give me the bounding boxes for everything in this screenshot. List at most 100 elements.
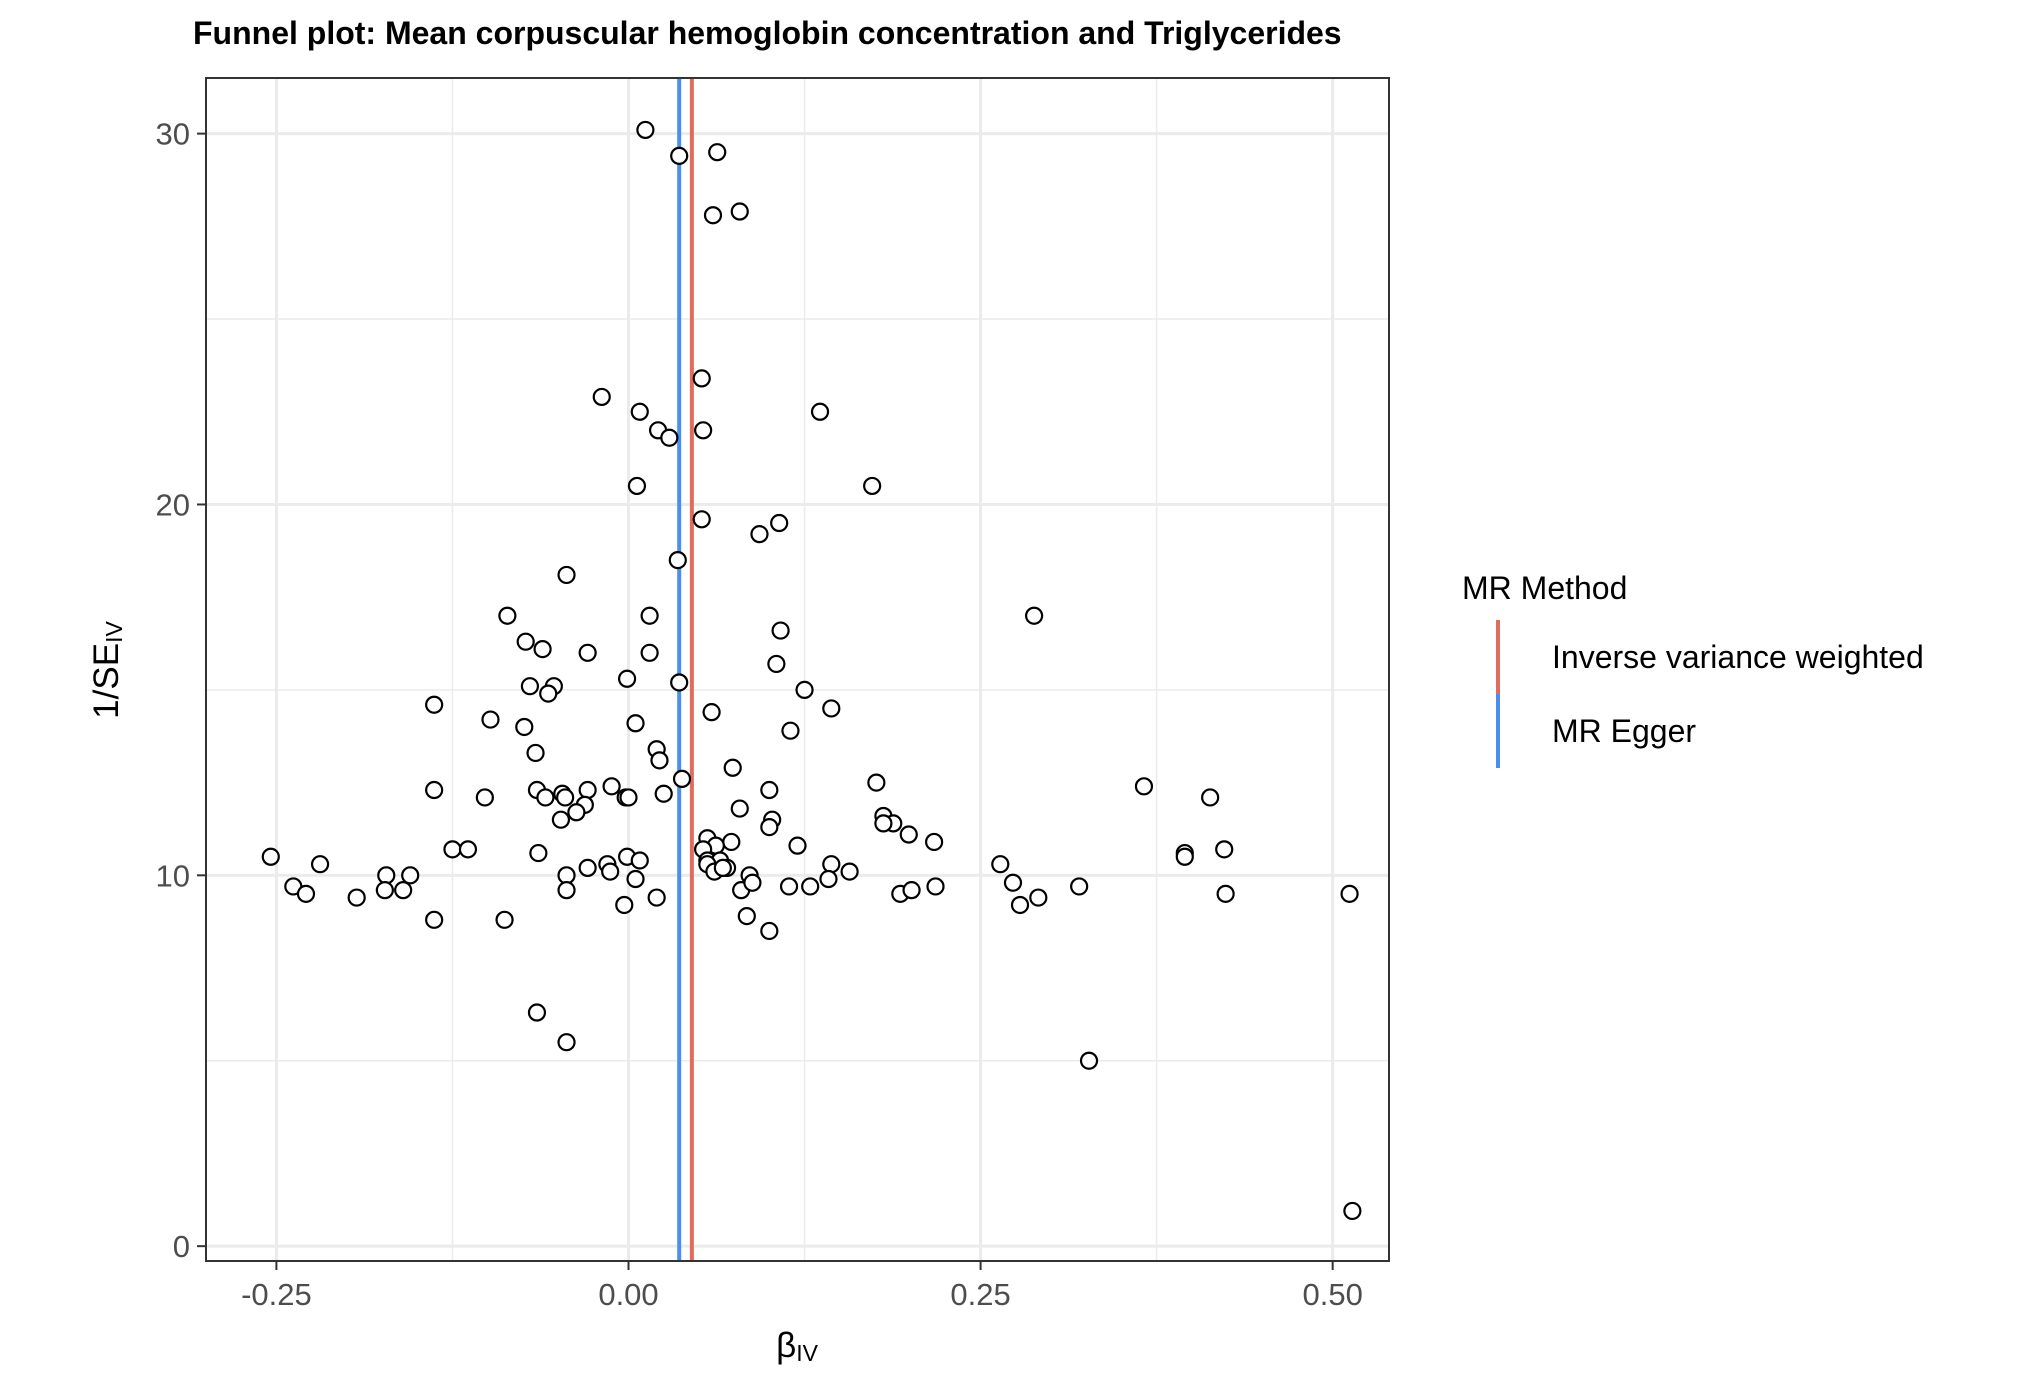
data-point — [1010, 895, 1030, 915]
data-points — [261, 120, 1362, 1221]
data-point — [627, 476, 647, 496]
legend-label-ivw: Inverse variance weighted — [1552, 639, 1924, 675]
data-point — [495, 910, 514, 929]
data-point — [795, 680, 814, 699]
data-point — [730, 202, 749, 221]
data-point — [723, 758, 742, 777]
data-point — [475, 788, 494, 807]
y-tick-label: 20 — [156, 487, 190, 522]
data-point — [660, 428, 679, 447]
data-point — [874, 814, 893, 833]
data-point — [1134, 777, 1154, 796]
data-point — [626, 869, 645, 889]
data-point — [556, 788, 575, 807]
data-point — [668, 551, 687, 570]
data-point — [557, 565, 576, 585]
data-point — [261, 847, 280, 866]
data-point — [425, 695, 444, 714]
data-point — [1003, 873, 1023, 892]
data-point — [781, 721, 800, 740]
data-point — [692, 369, 711, 388]
data-point — [760, 818, 779, 837]
data-point — [557, 866, 576, 885]
data-point — [1029, 888, 1048, 907]
data-point — [1201, 788, 1220, 807]
y-axis-label: 1/SEIV — [87, 621, 127, 719]
data-point — [1175, 847, 1194, 866]
data-point — [578, 780, 597, 800]
plot-background — [206, 78, 1389, 1261]
data-point — [672, 769, 692, 788]
data-point — [377, 866, 396, 885]
chart-title: Funnel plot: Mean corpuscular hemoglobin… — [193, 15, 1342, 51]
data-point — [602, 777, 621, 796]
data-point — [810, 402, 830, 421]
data-point — [578, 643, 597, 662]
y-tick-label: 0 — [173, 1229, 190, 1264]
legend-label-egger: MR Egger — [1552, 713, 1696, 749]
data-point — [619, 788, 638, 807]
data-point — [743, 873, 762, 892]
data-point — [1216, 884, 1235, 903]
data-point — [615, 895, 634, 915]
data-point — [636, 120, 655, 140]
data-point — [425, 910, 444, 929]
data-point — [601, 862, 620, 881]
data-point — [722, 832, 741, 852]
data-point — [926, 877, 945, 896]
data-point — [925, 832, 944, 852]
data-point — [694, 421, 713, 440]
data-point — [527, 1003, 547, 1022]
data-point — [516, 632, 535, 651]
data-point — [801, 877, 820, 896]
data-point — [640, 606, 659, 625]
data-point — [458, 840, 478, 859]
data-point — [1215, 840, 1234, 859]
data-point — [520, 677, 540, 696]
data-point — [536, 788, 555, 807]
data-point — [654, 784, 673, 803]
data-point — [529, 843, 548, 863]
data-point — [702, 703, 721, 722]
data-point — [708, 143, 727, 162]
data-point — [767, 654, 786, 674]
data-point — [578, 858, 597, 878]
data-point — [713, 858, 732, 878]
data-point — [650, 751, 669, 770]
data-point — [526, 743, 545, 763]
x-axis-ticks: -0.25 0.00 0.25 0.50 — [241, 1261, 1363, 1312]
method-lines — [677, 78, 694, 1261]
data-point — [481, 710, 500, 729]
data-point — [760, 780, 779, 800]
data-point — [670, 146, 689, 165]
data-point — [737, 907, 756, 926]
data-point — [640, 643, 659, 662]
x-axis-label: βIV — [776, 1326, 819, 1366]
data-point — [1343, 1201, 1362, 1221]
data-point — [670, 673, 689, 692]
data-point — [771, 621, 790, 640]
data-point — [692, 510, 711, 529]
data-point — [592, 387, 611, 407]
data-point — [1340, 884, 1359, 903]
data-point — [626, 714, 645, 733]
data-point — [867, 773, 886, 792]
x-tick-label: -0.25 — [241, 1277, 312, 1312]
data-point — [401, 866, 420, 885]
data-point — [730, 799, 749, 818]
data-point — [394, 881, 413, 900]
data-point — [770, 513, 789, 533]
data-point — [296, 884, 316, 903]
x-tick-label: 0.25 — [950, 1277, 1010, 1312]
x-tick-label: 0.50 — [1302, 1277, 1362, 1312]
data-point — [347, 888, 366, 907]
data-point — [788, 836, 807, 855]
x-tick-label: 0.00 — [598, 1277, 658, 1312]
data-point — [822, 855, 841, 874]
plot-border — [205, 77, 1390, 1262]
data-point — [1024, 606, 1044, 625]
data-point — [557, 1033, 576, 1052]
data-point — [533, 640, 552, 659]
y-tick-label: 30 — [156, 117, 190, 152]
